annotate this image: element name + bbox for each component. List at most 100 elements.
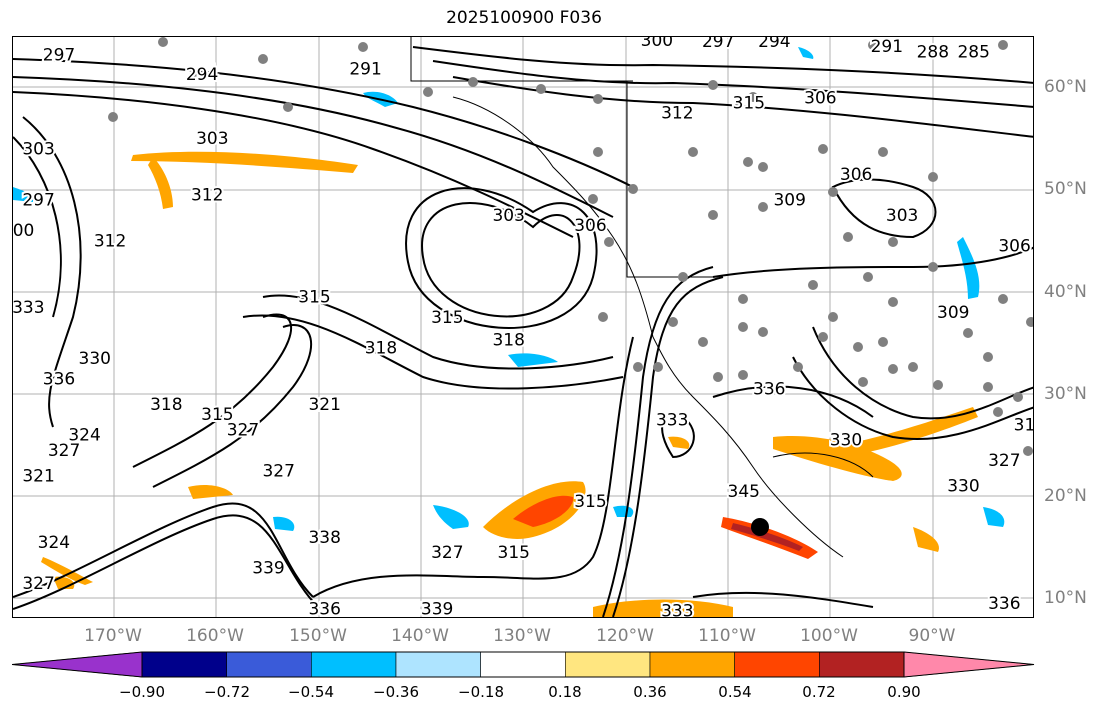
colorbar-segment — [226, 651, 312, 678]
contour-label: 315 — [431, 308, 463, 328]
colorbar-segment — [734, 651, 820, 678]
contour-label: 315 — [574, 492, 606, 512]
contour-label: 303 — [886, 206, 918, 226]
lon-label-160w: 160°W — [186, 626, 244, 646]
contour-label: 321 — [22, 466, 54, 486]
contour-label: 297 — [43, 45, 75, 65]
colorbar-tick: 0.36 — [633, 683, 667, 701]
contour-label: 333 — [13, 298, 45, 318]
contour-label: 303 — [492, 206, 524, 226]
contour-label: 330 — [947, 477, 979, 497]
contour-label: 300 — [641, 37, 673, 51]
map-panel: 297 294 291 303 303 297 300 312 312 315 315 318 318 3… — [12, 36, 1034, 618]
contour-label: 321 — [308, 395, 340, 415]
lat-label-30n: 30°N — [1044, 384, 1087, 404]
contour-label: 336 — [308, 599, 340, 618]
contour-label: 312 — [94, 231, 126, 251]
contour-label: 336 — [43, 369, 75, 389]
lon-label-100w: 100°W — [800, 626, 858, 646]
lat-label-10n: 10°N — [1044, 588, 1087, 608]
contour-label: 318 — [1014, 415, 1034, 435]
contour-label: 291 — [871, 37, 903, 57]
contour-label: 336 — [753, 380, 785, 400]
contour-label: 327 — [431, 543, 463, 563]
lon-label-140w: 140°W — [391, 626, 449, 646]
contour-label: 339 — [421, 599, 453, 618]
contour-label: 306 — [840, 165, 872, 185]
contour-label: 309 — [773, 191, 805, 211]
contour-label: 306 — [574, 216, 606, 236]
contour-label: 297 — [702, 37, 734, 52]
colorbar-extend-high — [903, 651, 1035, 678]
contour-label: 324 — [68, 426, 100, 446]
colorbar-segment — [819, 651, 905, 678]
lon-label-110w: 110°W — [698, 626, 756, 646]
lat-label-50n: 50°N — [1044, 179, 1087, 199]
contour-label: 303 — [196, 129, 228, 149]
colorbar-tick: 0.18 — [548, 683, 582, 701]
plot-title: 2025100900 F036 — [446, 8, 602, 28]
colorbar — [12, 651, 1035, 678]
station-markers — [108, 37, 1033, 456]
contour-label: 330 — [830, 431, 862, 451]
contour-label: 303 — [22, 139, 54, 159]
contour-label: 318 — [365, 339, 397, 359]
colorbar-tick: 0.54 — [718, 683, 752, 701]
contour-label: 315 — [498, 543, 530, 563]
contour-label: 338 — [308, 528, 340, 548]
contour-label: 294 — [758, 37, 790, 52]
contour-label: 306 — [998, 237, 1030, 257]
lon-label-120w: 120°W — [596, 626, 654, 646]
lat-label-40n: 40°N — [1044, 282, 1087, 302]
colorbar-tick: −0.90 — [119, 683, 165, 701]
contour-label: 318 — [492, 331, 524, 351]
contour-label: 318 — [150, 395, 182, 415]
contour-label: 285 — [957, 42, 989, 62]
lat-label-20n: 20°N — [1044, 486, 1087, 506]
contour-label: 288 — [917, 42, 949, 62]
contour-label: 327 — [48, 441, 80, 461]
theta-contours — [13, 46, 1033, 617]
contour-label: 294 — [186, 65, 218, 85]
coastlines — [410, 37, 874, 558]
contour-label: 300 — [13, 221, 34, 241]
storm-center-marker — [751, 518, 769, 536]
contour-label: 327 — [227, 420, 259, 440]
contour-label: 291 — [349, 60, 381, 80]
colorbar-segment — [311, 651, 397, 678]
contour-label: 339 — [252, 558, 284, 578]
contour-label: 327 — [22, 574, 54, 594]
contour-label: 312 — [661, 104, 693, 124]
contour-label: 297 — [22, 191, 54, 211]
colorbar-tick: 0.72 — [802, 683, 836, 701]
colorbar-segment — [565, 651, 651, 678]
contour-label: 333 — [661, 601, 693, 618]
lon-label-130w: 130°W — [493, 626, 551, 646]
lon-label-90w: 90°W — [908, 626, 956, 646]
colorbar-tick: −0.72 — [204, 683, 250, 701]
contour-label: 306 — [804, 88, 836, 108]
contour-label: 336 — [988, 594, 1020, 614]
colorbar-tick: −0.54 — [288, 683, 334, 701]
contour-labels: 297 294 291 303 303 297 300 312 312 315 315 318 318 3… — [13, 37, 1034, 618]
lon-label-170w: 170°W — [84, 626, 142, 646]
contour-label: 312 — [191, 185, 223, 205]
contour-label: 345 — [728, 482, 760, 502]
colorbar-segment — [649, 651, 735, 678]
colorbar-segment — [480, 651, 566, 678]
contour-label: 315 — [201, 405, 233, 425]
lon-label-150w: 150°W — [289, 626, 347, 646]
contour-label: 324 — [38, 533, 70, 553]
colorbar-tick: −0.18 — [458, 683, 504, 701]
shaded-field — [13, 47, 1005, 617]
contour-label: 333 — [656, 410, 688, 430]
colorbar-segment — [141, 651, 227, 678]
colorbar-extend-low — [12, 651, 143, 678]
colorbar-segment — [395, 651, 481, 678]
contour-label: 315 — [733, 93, 765, 113]
contour-label: 327 — [988, 451, 1020, 471]
contour-label: 309 — [937, 303, 969, 323]
lat-label-60n: 60°N — [1044, 77, 1087, 97]
contour-label: 315 — [298, 288, 330, 308]
contour-label: 330 — [79, 349, 111, 369]
